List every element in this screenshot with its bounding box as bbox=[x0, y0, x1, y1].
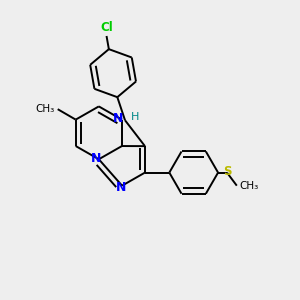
Text: Cl: Cl bbox=[100, 22, 113, 34]
Text: N: N bbox=[112, 112, 123, 125]
Text: CH₃: CH₃ bbox=[239, 181, 258, 191]
Text: H: H bbox=[130, 112, 139, 122]
Text: CH₃: CH₃ bbox=[35, 104, 55, 114]
Text: N: N bbox=[116, 181, 126, 194]
Text: N: N bbox=[91, 152, 101, 165]
Text: S: S bbox=[224, 166, 232, 178]
